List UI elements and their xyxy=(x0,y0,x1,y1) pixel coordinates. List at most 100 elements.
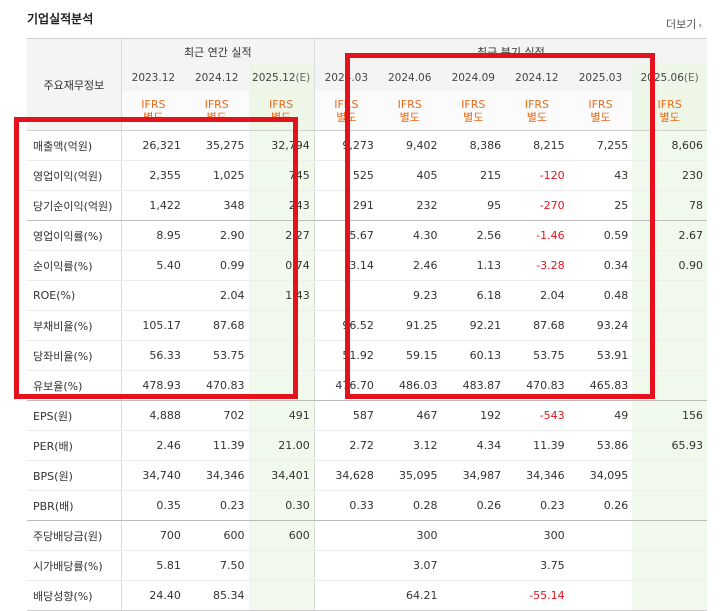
period-label: 2024.12 xyxy=(194,71,239,84)
table-cell: 11.39 xyxy=(505,430,569,461)
table-row: 배당성향(%) 24.40 85.34 64.21 -55.14 xyxy=(27,580,707,611)
table-row: EPS(원) 4,888 702 491 587 467 192 -543 49 156 xyxy=(27,400,707,431)
row-label: 부채비율(%) xyxy=(27,310,122,341)
table-cell: 300 xyxy=(505,520,569,551)
table-cell: 0.90 xyxy=(632,250,707,281)
ifrs-label: IFRS xyxy=(141,97,166,111)
period-header: 2024.12 xyxy=(505,64,569,91)
standalone-label: 별도 xyxy=(206,110,227,124)
table-cell: 0.74 xyxy=(248,250,315,281)
table-cell: 0.59 xyxy=(568,220,633,251)
table-cell: 35,275 xyxy=(184,130,249,161)
standalone-label: 별도 xyxy=(271,110,292,124)
table-cell: 700 xyxy=(121,520,185,551)
table-cell: 4,888 xyxy=(121,400,185,431)
table-cell: 11.39 xyxy=(184,430,249,461)
table-cell: 65.93 xyxy=(632,430,707,461)
table-row: 당좌비율(%) 56.33 53.75 51.92 59.15 60.13 53.75 53.… xyxy=(27,340,707,371)
section-title: 기업실적분석 xyxy=(27,12,94,26)
table-cell: 8.95 xyxy=(121,220,185,251)
table-cell: 34,987 xyxy=(441,460,506,491)
table-cell: 2.04 xyxy=(184,280,249,311)
table-cell: 470.83 xyxy=(184,370,249,401)
table-cell: 7,255 xyxy=(568,130,633,161)
standalone-label: 별도 xyxy=(463,110,484,124)
period-label: 2025.03 xyxy=(578,71,623,84)
row-label: 영업이익률(%) xyxy=(27,220,122,251)
table-cell: 192 xyxy=(441,400,506,431)
table-cell xyxy=(313,580,378,611)
row-label: 시가배당률(%) xyxy=(27,550,122,581)
table-cell: 600 xyxy=(184,520,249,551)
period-header: 2024.06 xyxy=(377,64,442,91)
table-cell: 478.93 xyxy=(121,370,185,401)
table-row: BPS(원) 34,740 34,346 34,401 34,628 35,095 34,9… xyxy=(27,460,707,491)
table-cell: 230 xyxy=(632,160,707,191)
table-cell xyxy=(632,520,707,551)
accounting-standard: IFRS 별도 xyxy=(568,91,633,131)
table-cell: 0.34 xyxy=(568,250,633,281)
table-cell: 9,402 xyxy=(377,130,442,161)
more-label: 더보기 xyxy=(666,18,697,31)
table-cell: 232 xyxy=(377,190,442,221)
ifrs-label: IFRS xyxy=(204,97,229,111)
period-label: 2024.06 xyxy=(387,71,432,84)
table-cell: 34,346 xyxy=(505,460,569,491)
ifrs-label: IFRS xyxy=(397,97,422,111)
ifrs-label: IFRS xyxy=(524,97,549,111)
table-row: 유보율(%) 478.93 470.83 476.70 486.03 483.87 470.… xyxy=(27,370,707,401)
ifrs-label: IFRS xyxy=(588,97,613,111)
accounting-standard: IFRS 별도 xyxy=(184,91,249,131)
table-cell: 5.81 xyxy=(121,550,185,581)
standalone-label: 별도 xyxy=(659,110,680,124)
table-cell: 56.33 xyxy=(121,340,185,371)
table-cell: 34,095 xyxy=(568,460,633,491)
table-cell xyxy=(632,310,707,341)
table-cell: 243 xyxy=(248,190,315,221)
estimate-tag: (E) xyxy=(295,71,311,84)
table-cell xyxy=(632,490,707,521)
table-cell: 0.33 xyxy=(313,490,378,521)
ifrs-label: IFRS xyxy=(334,97,359,111)
table-cell xyxy=(568,550,633,581)
table-cell: 51.92 xyxy=(313,340,378,371)
table-cell: 53.86 xyxy=(568,430,633,461)
standalone-label: 별도 xyxy=(399,110,420,124)
table-cell: 0.30 xyxy=(248,490,315,521)
table-cell xyxy=(313,550,378,581)
table-cell: 4.30 xyxy=(377,220,442,251)
table-cell xyxy=(632,580,707,611)
table-row: 순이익률(%) 5.40 0.99 0.74 3.14 2.46 1.13 -3.28 0.34… xyxy=(27,250,707,281)
table-row: 영업이익(억원) 2,355 1,025 745 525 405 215 -120 43 230 xyxy=(27,160,707,191)
more-link[interactable]: 더보기 › xyxy=(666,16,702,32)
table-cell: 78 xyxy=(632,190,707,221)
period-label: 2025.06 xyxy=(640,71,684,84)
table-row: 당기순이익(억원) 1,422 348 243 291 232 95 -270 25 78 xyxy=(27,190,707,221)
standalone-label: 별도 xyxy=(143,110,164,124)
table-cell: 2.04 xyxy=(505,280,569,311)
table-cell: 95 xyxy=(441,190,506,221)
table-row: 영업이익률(%) 8.95 2.90 2.27 5.67 4.30 2.56 -1.46 0.5… xyxy=(27,220,707,251)
table-cell: 24.40 xyxy=(121,580,185,611)
period-label: 2023.12 xyxy=(131,71,176,84)
table-cell: 85.34 xyxy=(184,580,249,611)
row-label: 배당성향(%) xyxy=(27,580,122,611)
row-label: 매출액(억원) xyxy=(27,130,122,161)
table-cell: 2.67 xyxy=(632,220,707,251)
table-cell: 105.17 xyxy=(121,310,185,341)
table-cell: 34,401 xyxy=(248,460,315,491)
table-cell: 491 xyxy=(248,400,315,431)
financial-summary-table: 주요재무정보 최근 연간 실적 최근 분기 실적 2023.12 2024.12 2… xyxy=(27,38,707,611)
table-cell: 476.70 xyxy=(313,370,378,401)
table-cell: 0.23 xyxy=(184,490,249,521)
accounting-standard: IFRS 별도 xyxy=(441,91,506,131)
table-cell: 34,740 xyxy=(121,460,185,491)
table-cell xyxy=(632,280,707,311)
table-cell: 2.27 xyxy=(248,220,315,251)
table-cell xyxy=(121,280,185,311)
table-cell: 1,422 xyxy=(121,190,185,221)
group-annual-header: 최근 연간 실적 xyxy=(121,38,315,64)
period-header: 2023.12 xyxy=(121,64,185,91)
table-cell: 9.23 xyxy=(377,280,442,311)
table-cell: 87.68 xyxy=(184,310,249,341)
